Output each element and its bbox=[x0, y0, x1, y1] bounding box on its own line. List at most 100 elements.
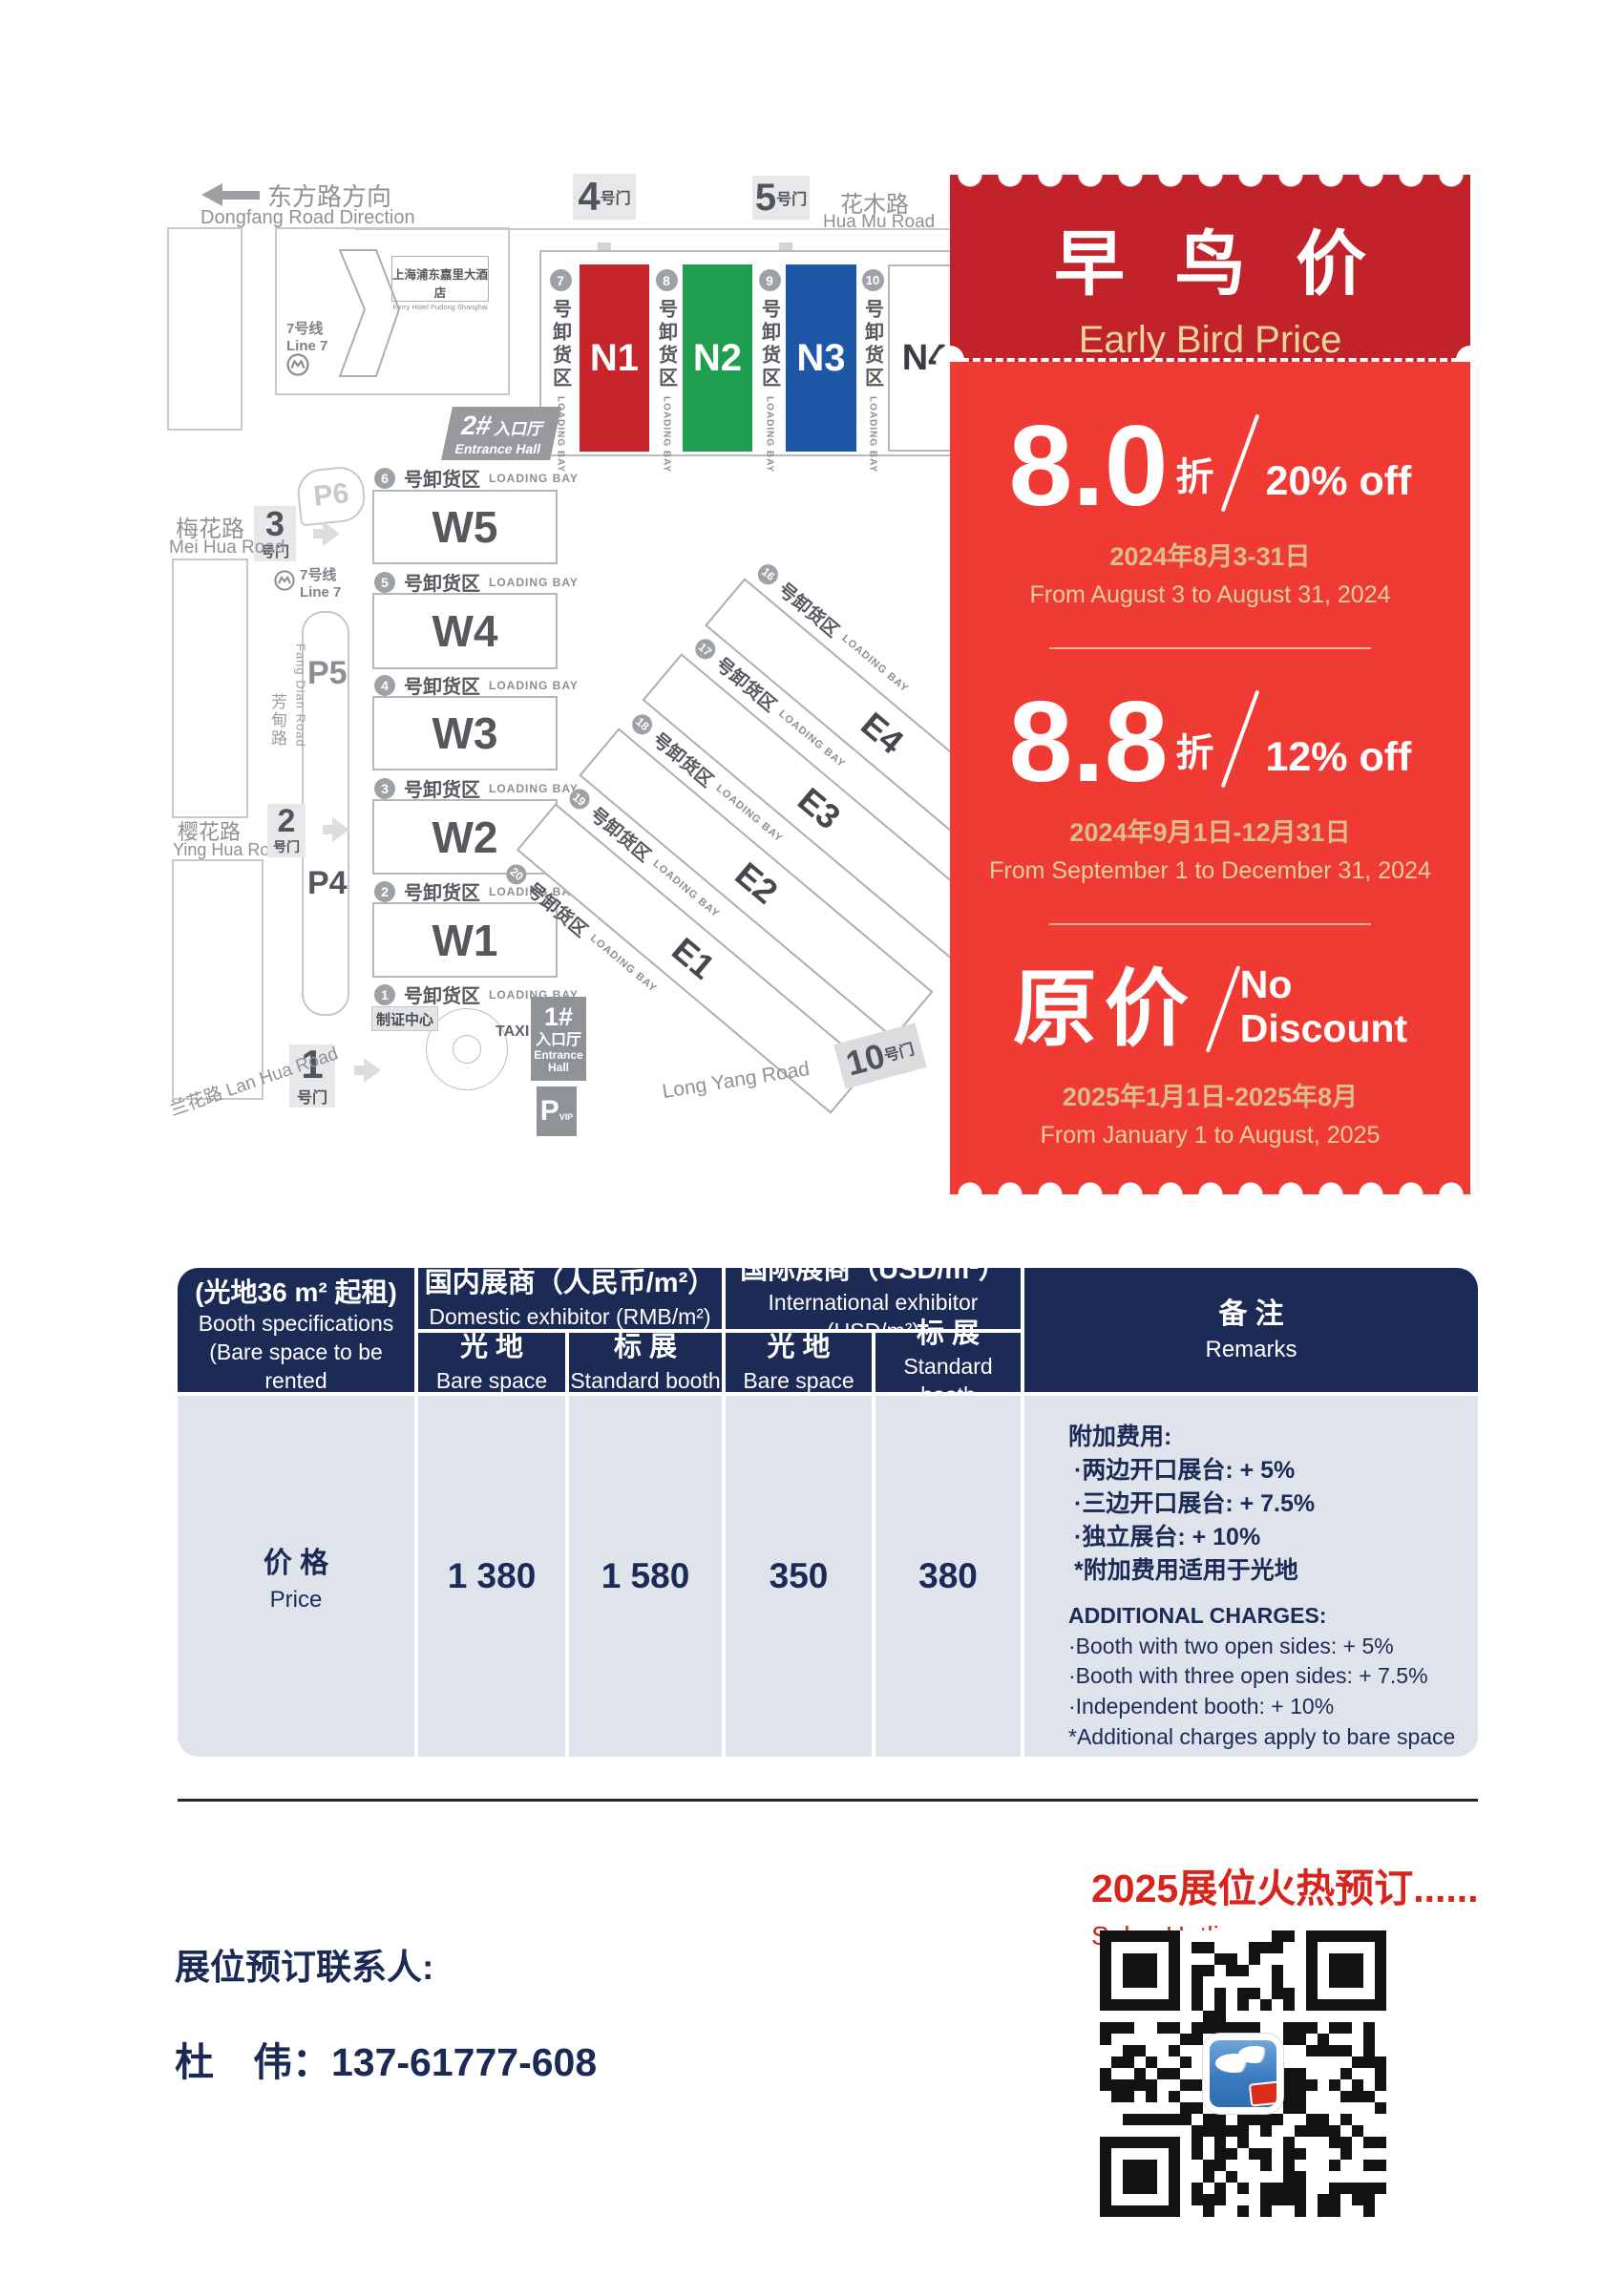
bay-label-zh: 号卸货区 bbox=[404, 780, 480, 801]
bay-label-zh: 号卸货区 bbox=[861, 299, 883, 390]
metro-icon bbox=[286, 353, 309, 376]
bay-number: 2 bbox=[374, 880, 395, 902]
hall-N3-label: N3 bbox=[796, 336, 846, 379]
gate-2-arrow bbox=[323, 817, 349, 842]
cell-dom-standard-value: 1 580 bbox=[569, 1396, 722, 1757]
entrance-1-number: 1# bbox=[543, 1002, 574, 1032]
ticket-title-zh: 早 鸟 价 bbox=[1053, 224, 1382, 304]
subcol-dom-bare: 光 地 Bare space bbox=[418, 1332, 565, 1393]
parking-P5: P5 bbox=[307, 655, 348, 692]
gate-4-suffix: 号门 bbox=[600, 191, 631, 207]
group-international-header: 国际展商（USD/m²） International exhibitor (US… bbox=[726, 1255, 1021, 1343]
bay-label-en: LOADING BAY bbox=[555, 396, 566, 474]
hall-N2: N2 bbox=[683, 264, 752, 452]
bay-label-zh: 号卸货区 bbox=[549, 299, 571, 390]
parking-P4-label: P4 bbox=[307, 865, 348, 901]
gate-1: 1 号门 bbox=[289, 1044, 335, 1107]
road-huamu-en: Hua Mu Road bbox=[823, 212, 936, 232]
ticket-scallop-top bbox=[950, 175, 1470, 188]
cell-remarks: 附加费用: ·两边开口展台: + 5% ·三边开口展台: + 7.5% ·独立展… bbox=[1024, 1396, 1478, 1757]
north-road bbox=[355, 228, 966, 230]
gate-5-suffix: 号门 bbox=[776, 192, 808, 208]
roundabout-inner bbox=[453, 1035, 481, 1064]
bare-en: Bare space bbox=[435, 1367, 548, 1393]
bay-label-en: LOADING BAY bbox=[489, 884, 579, 898]
tier-2-slash bbox=[1221, 689, 1260, 789]
cell-dom-bare-value: 1 380 bbox=[418, 1396, 565, 1757]
remarks-cn-item: *附加费用适用于光地 bbox=[1074, 1557, 1298, 1584]
tier-3-slash bbox=[1205, 965, 1241, 1053]
road-meihua-en: Mei Hua Road bbox=[169, 538, 285, 558]
loading-bay-9: 9 号卸货区 LOADING BAY bbox=[751, 269, 788, 473]
metro-icon bbox=[274, 570, 295, 591]
bare-en: Bare space bbox=[743, 1367, 854, 1393]
tier-2-number: 8.8 bbox=[1008, 678, 1169, 806]
value-intl-bare: 350 bbox=[769, 1556, 829, 1595]
hall-W2-label: W2 bbox=[432, 812, 498, 862]
gate-4-number: 4 bbox=[578, 174, 601, 219]
parking-P5-label: P5 bbox=[307, 655, 348, 691]
tier-1-date-zh: 2024年8月3-31日 bbox=[1109, 542, 1311, 571]
gate-2-number: 2 bbox=[277, 803, 296, 839]
value-dom-standard: 1 580 bbox=[601, 1556, 690, 1595]
loading-bay-8: 8 号卸货区 LOADING BAY bbox=[648, 269, 685, 473]
spec-en1: Booth specifications bbox=[198, 1311, 394, 1337]
road-yinghua-en: Ying Hua Road bbox=[173, 840, 289, 859]
hall-N3: N3 bbox=[786, 264, 856, 452]
ticket-scallop-bottom bbox=[950, 1181, 1470, 1194]
std-en: Standard booth bbox=[570, 1367, 721, 1393]
city-block bbox=[172, 559, 248, 818]
gate-2: 2 号门 bbox=[267, 804, 306, 857]
tier-3-discount-line1: No bbox=[1239, 962, 1293, 1007]
hall-E2-label: E2 bbox=[728, 854, 786, 912]
metro-line7-label-2: 7号线 Line 7 bbox=[300, 567, 341, 601]
parking-vip-p: P bbox=[539, 1095, 559, 1127]
hall-W5: W5 bbox=[372, 490, 558, 564]
tier-3-date-zh: 2025年1月1日-2025年8月 bbox=[1062, 1083, 1359, 1111]
bay-number: 4 bbox=[374, 674, 395, 696]
remarks-en-title: ADDITIONAL CHARGES: bbox=[1068, 1603, 1327, 1628]
remarks-en-item: ·Booth with two open sides: + 5% bbox=[1068, 1633, 1394, 1658]
remarks-en-item: *Additional charges apply to bare space bbox=[1068, 1723, 1456, 1749]
loading-bay-2: 2 号卸货区 LOADING BAY bbox=[374, 877, 579, 905]
price-label-zh: 价 格 bbox=[263, 1548, 329, 1579]
hall-W4-label: W4 bbox=[432, 606, 498, 656]
entrance-1-en1: Entrance bbox=[534, 1047, 583, 1062]
city-block bbox=[167, 227, 243, 431]
ticket-divider bbox=[1048, 923, 1372, 925]
hall-W3-label: W3 bbox=[432, 708, 498, 758]
gate-1-arrow bbox=[354, 1058, 381, 1083]
bay-label-zh: 号卸货区 bbox=[404, 470, 480, 491]
hall-W1-label: W1 bbox=[432, 915, 498, 965]
contact-label: 展位预订联系人: bbox=[175, 1948, 434, 1987]
remarks-cn-item: ·三边开口展台: + 7.5% bbox=[1074, 1490, 1316, 1517]
bare-zh: 光 地 bbox=[767, 1332, 831, 1363]
bay-label-zh: 号卸货区 bbox=[404, 677, 480, 698]
loading-bay-7: 7 号卸货区 LOADING BAY bbox=[542, 269, 579, 473]
bay-label-en: LOADING BAY bbox=[489, 575, 579, 589]
bay-label-en: LOADING BAY bbox=[489, 471, 579, 485]
tier-3-discount-line2: Discount bbox=[1239, 1006, 1408, 1050]
bay-label-zh: 号卸货区 bbox=[404, 883, 480, 904]
road-yinghua-zh: 樱花路 bbox=[178, 820, 242, 844]
tier-2-date-zh: 2024年9月1日-12月31日 bbox=[1069, 818, 1351, 847]
gate-1-suffix: 号门 bbox=[296, 1090, 327, 1107]
bay-label-zh: 号卸货区 bbox=[655, 299, 677, 390]
remarks-zh: 备 注 bbox=[1218, 1298, 1284, 1331]
loading-bay-5: 5 号卸货区 LOADING BAY bbox=[374, 568, 579, 596]
remarks-en-item: ·Independent booth: + 10% bbox=[1068, 1694, 1335, 1719]
spec-zh2: (光地36 m² 起租) bbox=[195, 1276, 397, 1307]
hall-W1: W1 bbox=[372, 902, 558, 978]
hotel-building-shape bbox=[338, 249, 401, 377]
tier-3-date-en: From January 1 to August, 2025 bbox=[1040, 1122, 1381, 1149]
col-spec-header: 展位规格 (光地36 m² 起租) Booth specifications (… bbox=[178, 1238, 414, 1422]
tier-1-discount: 20% off bbox=[1265, 458, 1412, 504]
dongfang-arrow bbox=[221, 191, 260, 200]
std-zh: 标 展 bbox=[613, 1332, 678, 1363]
hotel-name-en: Kerry Hotel Pudong Shanghai bbox=[392, 303, 488, 311]
tier-1-slash bbox=[1221, 413, 1260, 513]
cloud-shape bbox=[1238, 2046, 1271, 2063]
hotline-title: 2025展位火热预订...... bbox=[1091, 1867, 1479, 1910]
ticket-body: 8.0 折 20% off 2024年8月3-31日 From August 3… bbox=[950, 362, 1470, 1194]
bay-number: 17 bbox=[691, 635, 720, 664]
